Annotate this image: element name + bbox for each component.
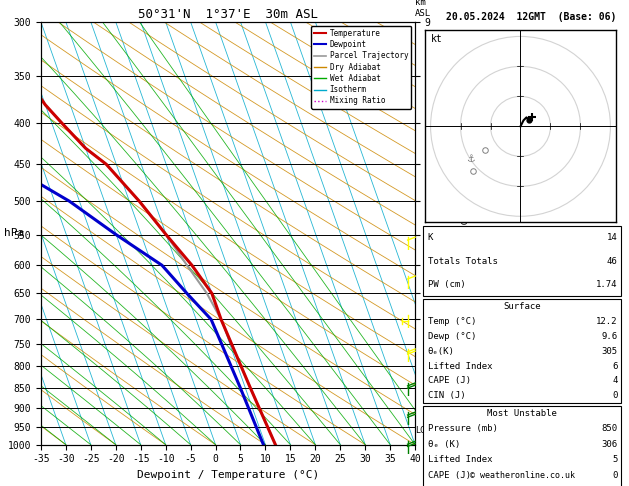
Text: 14: 14 bbox=[607, 233, 618, 242]
Text: 6: 6 bbox=[612, 362, 618, 370]
Text: Pressure (mb): Pressure (mb) bbox=[428, 424, 498, 434]
Text: Dewp (°C): Dewp (°C) bbox=[428, 332, 476, 341]
Text: PW (cm): PW (cm) bbox=[428, 280, 465, 289]
Text: θₑ(K): θₑ(K) bbox=[428, 347, 455, 356]
Text: hPa: hPa bbox=[4, 228, 24, 238]
Text: Temp (°C): Temp (°C) bbox=[428, 317, 476, 326]
Text: CAPE (J): CAPE (J) bbox=[428, 470, 470, 480]
Text: K: K bbox=[428, 233, 433, 242]
Text: ⚓: ⚓ bbox=[467, 155, 476, 164]
Text: Mixing Ratio (g/kg): Mixing Ratio (g/kg) bbox=[460, 177, 470, 289]
Text: 0: 0 bbox=[612, 470, 618, 480]
Text: 306: 306 bbox=[601, 440, 618, 449]
Text: Lifted Index: Lifted Index bbox=[428, 362, 493, 370]
Title: 50°31'N  1°37'E  30m ASL: 50°31'N 1°37'E 30m ASL bbox=[138, 8, 318, 21]
Text: © weatheronline.co.uk: © weatheronline.co.uk bbox=[470, 471, 574, 480]
Text: kt: kt bbox=[431, 35, 442, 44]
Text: Surface: Surface bbox=[503, 302, 541, 311]
Text: Totals Totals: Totals Totals bbox=[428, 257, 498, 266]
Text: 305: 305 bbox=[601, 347, 618, 356]
Text: θₑ (K): θₑ (K) bbox=[428, 440, 460, 449]
Text: LCL: LCL bbox=[415, 426, 430, 435]
Text: 1.74: 1.74 bbox=[596, 280, 618, 289]
Text: CIN (J): CIN (J) bbox=[428, 391, 465, 400]
Text: km
ASL: km ASL bbox=[415, 0, 431, 17]
Text: Lifted Index: Lifted Index bbox=[428, 455, 493, 464]
Text: 0: 0 bbox=[612, 391, 618, 400]
Text: 46: 46 bbox=[607, 257, 618, 266]
Text: CAPE (J): CAPE (J) bbox=[428, 377, 470, 385]
Text: 5: 5 bbox=[612, 455, 618, 464]
Text: 4: 4 bbox=[612, 377, 618, 385]
Text: 850: 850 bbox=[601, 424, 618, 434]
Text: 20.05.2024  12GMT  (Base: 06): 20.05.2024 12GMT (Base: 06) bbox=[447, 12, 616, 22]
Text: 12.2: 12.2 bbox=[596, 317, 618, 326]
X-axis label: Dewpoint / Temperature (°C): Dewpoint / Temperature (°C) bbox=[137, 470, 319, 480]
Text: Most Unstable: Most Unstable bbox=[487, 409, 557, 418]
Legend: Temperature, Dewpoint, Parcel Trajectory, Dry Adiabat, Wet Adiabat, Isotherm, Mi: Temperature, Dewpoint, Parcel Trajectory… bbox=[311, 26, 411, 108]
Text: 9.6: 9.6 bbox=[601, 332, 618, 341]
